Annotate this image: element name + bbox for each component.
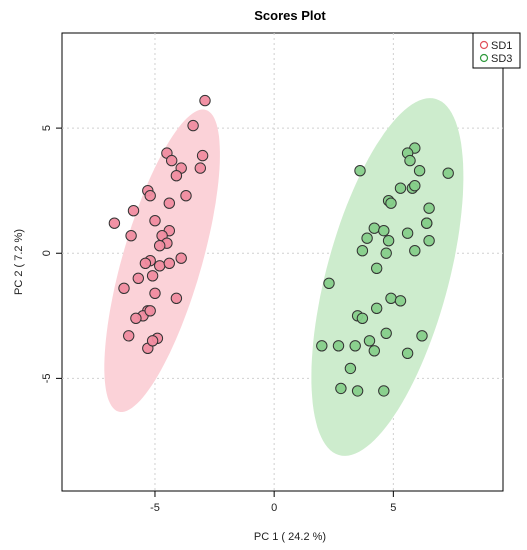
point-sd1	[108, 217, 121, 229]
point-sd1	[194, 162, 207, 174]
point-sd3	[351, 385, 364, 397]
point-sd3	[335, 382, 347, 395]
point-sd1	[187, 119, 199, 132]
point-sd1	[146, 335, 159, 347]
point-sd3	[349, 340, 361, 352]
point-sd3	[316, 340, 328, 352]
legend-box	[472, 32, 521, 69]
point-sd1	[144, 305, 156, 317]
point-sd3	[404, 154, 416, 167]
y-tick-label: -5	[41, 373, 53, 383]
point-sd3	[323, 277, 335, 289]
point-sd1	[175, 252, 187, 264]
point-sd3	[401, 347, 414, 359]
point-sd1	[123, 330, 135, 342]
point-sd3	[380, 247, 392, 259]
point-sd1	[166, 154, 178, 167]
point-sd1	[144, 190, 156, 202]
point-sd1	[199, 94, 211, 107]
point-sd3	[361, 232, 373, 244]
axis-ticks: -5 0 5 -5 0 5	[41, 125, 396, 514]
point-sd3	[442, 167, 454, 179]
point-sd3	[394, 295, 407, 307]
chart-title: Scores Plot	[254, 8, 326, 23]
point-sd1	[163, 257, 176, 269]
point-sd3	[409, 245, 421, 257]
point-sd1	[154, 260, 166, 272]
y-tick-label: 0	[41, 250, 53, 256]
point-sd3	[401, 227, 414, 239]
point-sd1	[170, 292, 183, 304]
point-sd1	[118, 282, 130, 294]
point-sd3	[380, 327, 392, 339]
point-sd1	[180, 190, 192, 202]
point-sd3	[423, 202, 435, 214]
x-axis-label: PC 1 ( 24.2 %)	[254, 531, 326, 543]
point-sd3	[385, 292, 397, 304]
point-sd1	[170, 170, 183, 182]
point-sd3	[354, 165, 366, 177]
point-sd3	[332, 340, 345, 352]
point-sd3	[368, 222, 380, 234]
point-sd3	[371, 262, 383, 274]
legend-label-sd3: SD3	[491, 53, 512, 65]
ellipse-sd3	[311, 98, 464, 456]
point-sd1	[146, 270, 159, 282]
point-sd3	[421, 217, 433, 229]
series-sd1	[108, 94, 211, 354]
point-sd1	[154, 240, 166, 252]
plot-frame	[61, 32, 504, 492]
point-sd3	[378, 385, 390, 397]
point-sd1	[125, 230, 137, 242]
legend-label-sd1: SD1	[491, 40, 512, 52]
point-sd1	[127, 205, 140, 217]
point-sd3	[378, 225, 390, 237]
point-sd3	[423, 235, 435, 247]
point-sd3	[416, 330, 428, 342]
point-sd3	[356, 312, 369, 324]
legend-marker-sd3	[479, 53, 489, 63]
point-sd3	[371, 302, 383, 314]
point-sd1	[132, 272, 145, 284]
y-tick-label: 5	[41, 125, 53, 131]
point-sd1	[149, 215, 161, 227]
point-sd3	[382, 235, 395, 247]
legend-marker-sd1	[479, 40, 489, 50]
point-sd3	[394, 182, 407, 194]
point-sd1	[149, 287, 161, 299]
point-sd3	[413, 165, 426, 177]
y-axis-label: PC 2 ( 7.2 %)	[13, 229, 25, 295]
point-sd1	[163, 197, 176, 209]
x-tick-label: -5	[150, 502, 160, 514]
point-sd3	[385, 197, 397, 209]
point-sd1	[139, 257, 152, 269]
point-sd1	[130, 312, 142, 324]
point-sd3	[363, 335, 376, 347]
series-sd3	[316, 142, 454, 397]
legend: SD1 SD3	[472, 32, 521, 69]
score-points	[108, 94, 454, 397]
point-sd1	[196, 149, 209, 162]
x-tick-label: 5	[390, 502, 396, 514]
point-sd3	[344, 362, 357, 375]
point-sd3	[356, 245, 369, 257]
point-sd3	[368, 345, 380, 357]
point-sd3	[409, 180, 421, 192]
x-tick-label: 0	[271, 502, 277, 514]
